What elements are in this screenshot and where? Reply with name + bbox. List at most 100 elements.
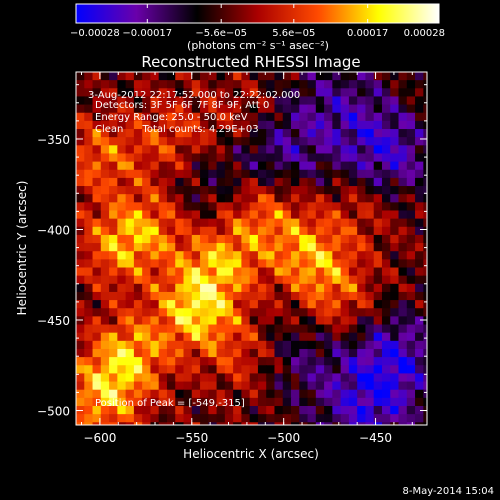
heatmap-cell (191, 96, 201, 106)
heatmap-cell (373, 275, 383, 285)
heatmap-cell (340, 405, 350, 415)
heatmap-cell (125, 112, 135, 122)
heatmap-cell (117, 129, 127, 138)
heatmap-cell (415, 300, 424, 309)
heatmap-cell (432, 210, 441, 219)
heatmap-cell (315, 202, 325, 212)
heatmap-cell (133, 153, 143, 163)
heatmap-cell (224, 422, 234, 425)
heatmap-cell (125, 365, 135, 375)
heatmap-cell (307, 422, 317, 425)
heatmap-cell (200, 161, 209, 171)
heatmap-cell (266, 365, 276, 375)
heatmap-cell (299, 324, 309, 334)
heatmap-cell (76, 283, 85, 293)
heatmap-cell (191, 137, 201, 146)
heatmap-cell (432, 357, 441, 366)
heatmap-cell (84, 348, 94, 358)
heatmap-cell (373, 381, 383, 391)
heatmap-cell (266, 72, 276, 81)
heatmap-cell (415, 259, 424, 269)
heatmap-cell (216, 251, 226, 260)
heatmap-cell (224, 186, 234, 195)
heatmap-cell (249, 145, 259, 155)
heatmap-cell (274, 243, 284, 252)
heatmap-cell (415, 332, 424, 342)
heatmap-cell (423, 194, 427, 203)
heatmap-cell (257, 405, 267, 415)
heatmap-cell (365, 381, 375, 391)
heatmap-cell (398, 226, 408, 236)
heatmap-cell (307, 177, 317, 187)
heatmap-cell (299, 88, 309, 98)
heatmap-cell (373, 194, 383, 203)
heatmap-cell (423, 88, 427, 98)
heatmap-cell (191, 340, 201, 350)
heatmap-cell (274, 316, 284, 326)
heatmap-cell (249, 177, 259, 187)
heatmap-cell (76, 291, 85, 301)
heatmap-cell (274, 120, 284, 130)
heatmap-cell (84, 259, 94, 269)
heatmap-cell (133, 145, 143, 155)
heatmap-cell (142, 137, 152, 146)
heatmap-cell (125, 194, 135, 203)
heatmap-cell (406, 397, 416, 407)
heatmap-cell (233, 381, 242, 391)
heatmap-cell (241, 324, 251, 334)
heatmap-cell (340, 357, 350, 366)
heatmap-cell (183, 112, 193, 122)
heatmap-cell (142, 291, 152, 301)
heatmap-cell (166, 88, 176, 98)
heatmap-cell (158, 153, 168, 163)
heatmap-cell (390, 316, 400, 326)
heatmap-cell (365, 161, 375, 171)
heatmap-cell (84, 405, 94, 415)
heatmap-cell (406, 259, 416, 269)
heatmap-cell (100, 332, 110, 342)
heatmap-cell (241, 275, 251, 285)
heatmap-cell (109, 96, 118, 106)
heatmap-cell (249, 340, 259, 350)
heatmap-cell (84, 120, 94, 130)
heatmap-cell (84, 186, 94, 195)
heatmap-cell (84, 72, 94, 81)
heatmap-cell (315, 218, 325, 228)
heatmap-cell (133, 169, 143, 179)
heatmap-cell (191, 389, 201, 399)
heatmap-cell (299, 218, 309, 228)
heatmap-cell (109, 324, 118, 334)
heatmap-cell (133, 381, 143, 391)
heatmap-cell (241, 405, 251, 415)
heatmap-cell (241, 259, 251, 269)
heatmap-cell (200, 145, 209, 155)
heatmap-cell (423, 422, 427, 425)
heatmap-cell (76, 112, 85, 122)
heatmap-cell (224, 177, 234, 187)
heatmap-cell (191, 153, 201, 163)
heatmap-cell (332, 226, 342, 236)
heatmap-cell (175, 340, 185, 350)
heatmap-cell (282, 169, 292, 179)
heatmap-cell (92, 169, 102, 179)
heatmap-cell (357, 120, 367, 130)
heatmap-cell (183, 137, 193, 146)
heatmap-cell (415, 218, 424, 228)
heatmap-cell (84, 177, 94, 187)
heatmap-cell (183, 308, 193, 317)
heatmap-cell (381, 96, 391, 106)
heatmap-cell (315, 365, 325, 375)
heatmap-cell (365, 357, 375, 366)
heatmap-cell (373, 169, 383, 179)
heatmap-cell (274, 145, 284, 155)
heatmap-cell (208, 120, 218, 130)
heatmap-cell (166, 243, 176, 252)
heatmap-cell (200, 129, 209, 138)
heatmap-cell (332, 72, 342, 81)
heatmap-cell (373, 357, 383, 366)
heatmap-cell (208, 177, 218, 187)
heatmap-cell (117, 186, 127, 195)
heatmap-cell (299, 389, 309, 399)
heatmap-cell (423, 381, 427, 391)
heatmap-cell (150, 267, 160, 277)
